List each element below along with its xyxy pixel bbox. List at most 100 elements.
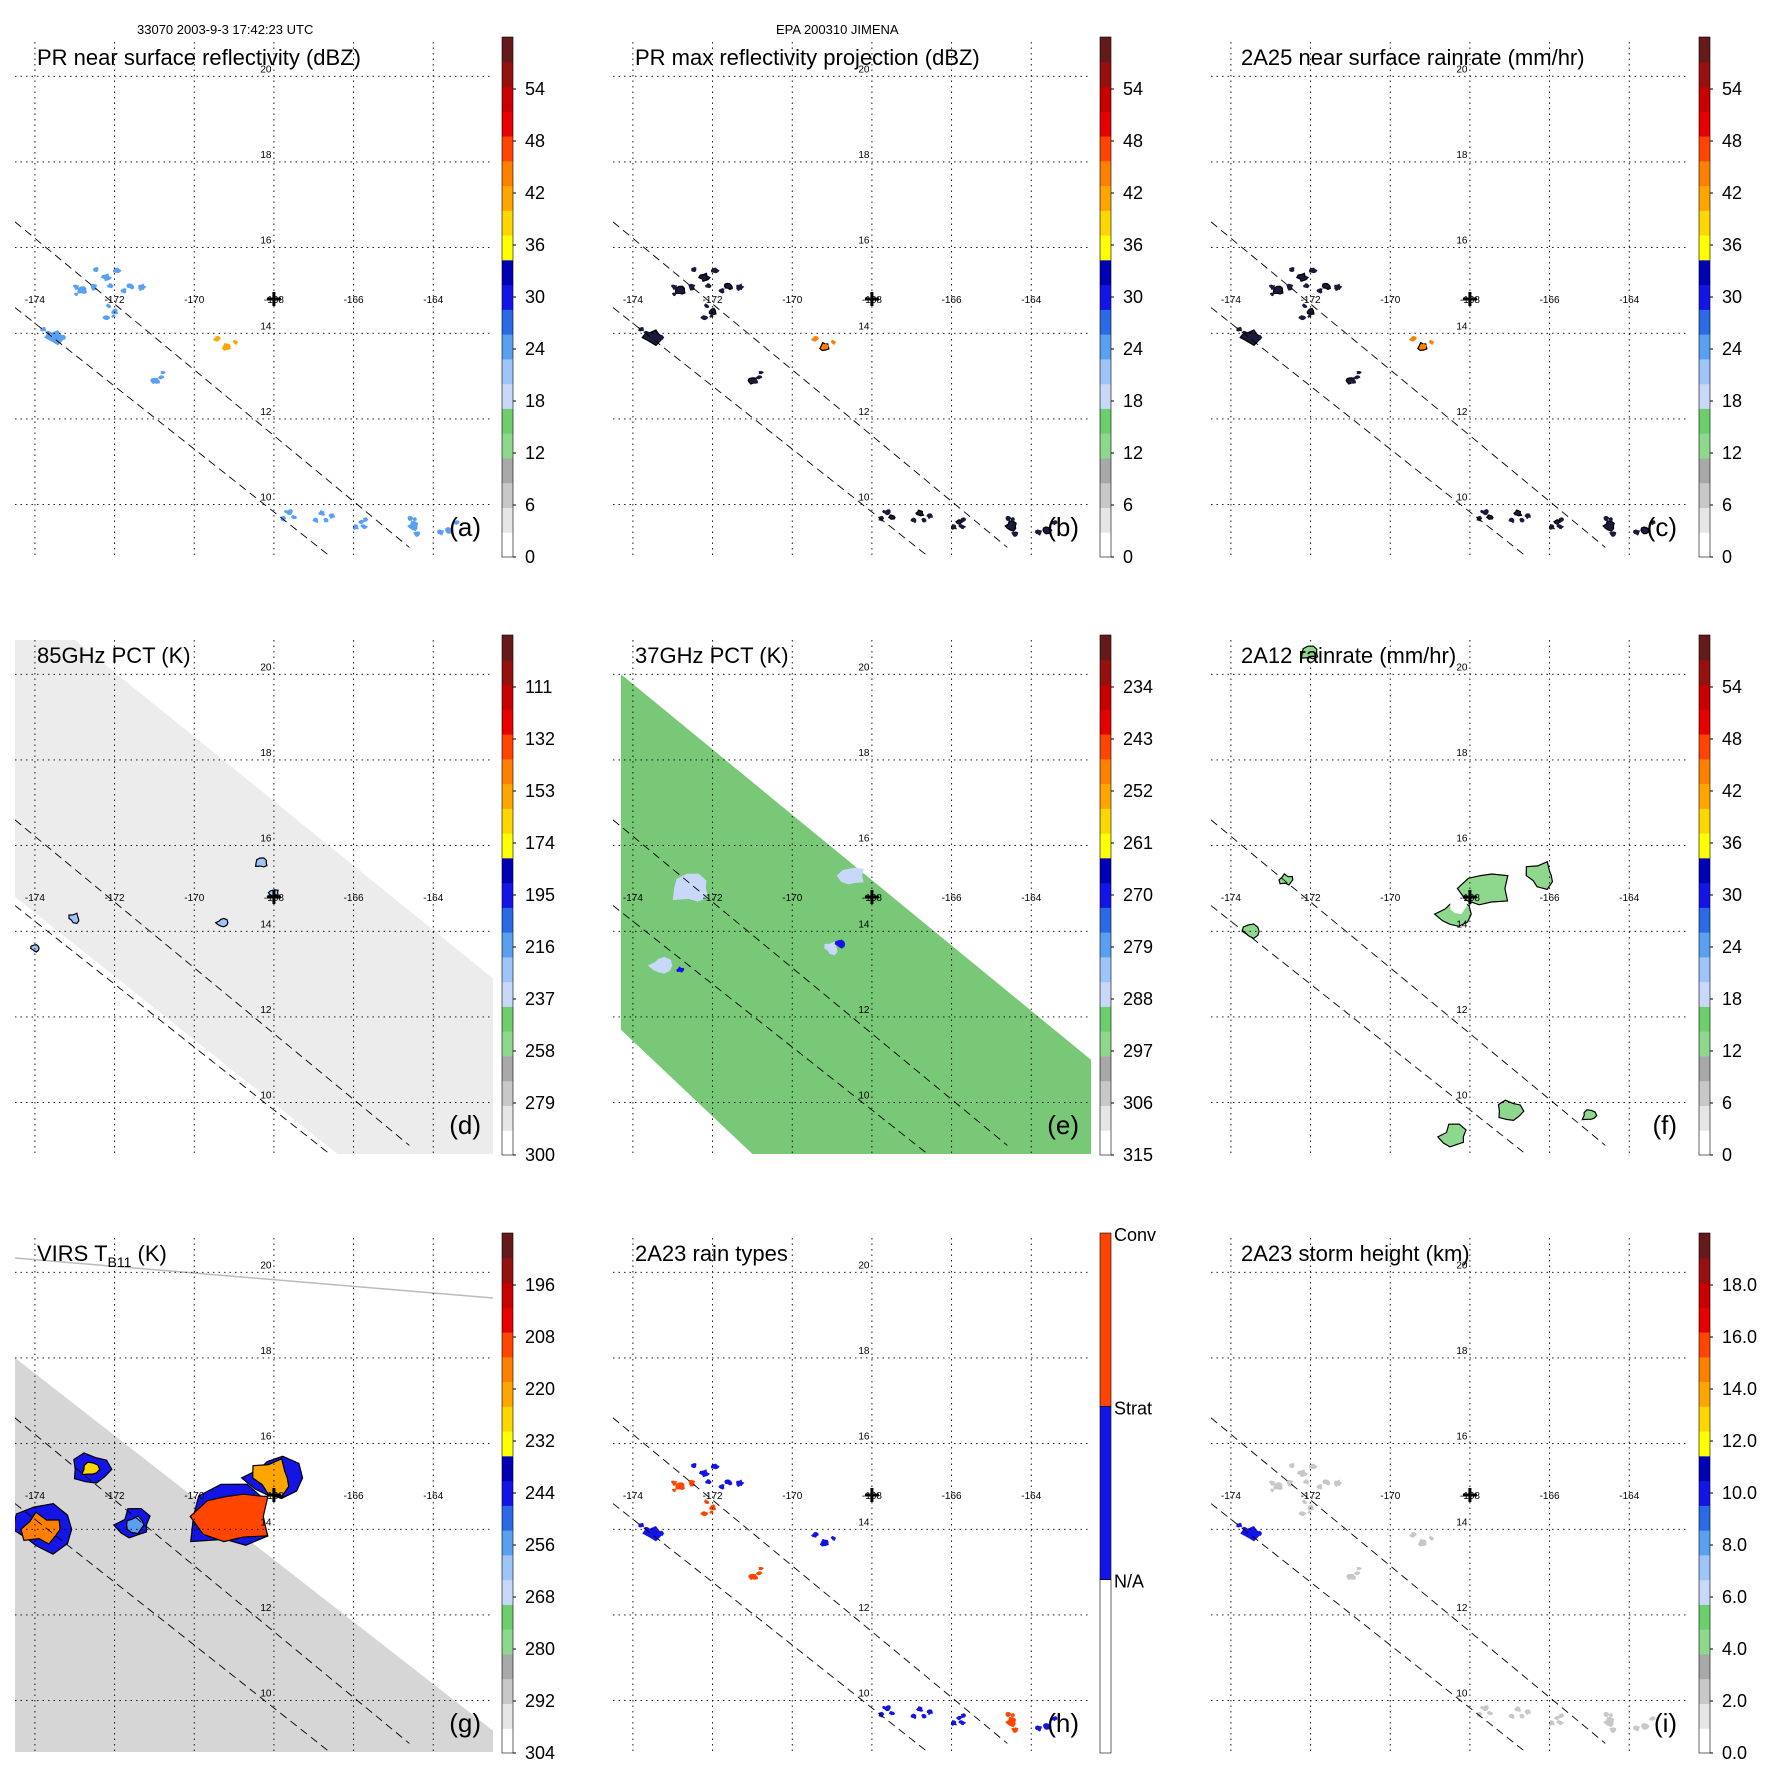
colorbar-tick-label: 54 — [1123, 79, 1143, 99]
pr-swath-edge — [15, 905, 330, 1154]
colorbar-segment — [1100, 808, 1111, 834]
data-cell — [318, 510, 326, 516]
data-cell — [1043, 1723, 1052, 1730]
colorbar-segment — [1699, 383, 1710, 409]
data-speck — [106, 283, 114, 289]
colorbar-tick-label: 0 — [1722, 547, 1732, 567]
data-cell — [955, 519, 964, 525]
colorbar-tick-label: 48 — [1123, 131, 1143, 151]
colorbar-segment — [1699, 532, 1710, 558]
colorbar-tick-label: 6 — [525, 495, 535, 515]
lat-tick-label: 18 — [858, 150, 870, 161]
data-cell — [698, 1469, 710, 1478]
colorbar-tick-label: 0 — [525, 547, 535, 567]
colorbar-segment — [1699, 1455, 1710, 1482]
lat-tick-label: 20 — [260, 662, 272, 673]
data-speck — [830, 339, 836, 345]
data-speck — [1334, 283, 1343, 291]
panel-label: (e) — [1047, 1110, 1079, 1140]
colorbar-conv — [1099, 1232, 1112, 1407]
lon-tick-label: -164 — [1619, 295, 1639, 306]
data-cell — [1553, 519, 1562, 525]
data-speck — [1428, 1535, 1434, 1541]
data-cell — [358, 519, 365, 525]
colorbar-segment — [502, 1356, 513, 1383]
data-cell — [126, 283, 135, 290]
colorbar-segment — [1699, 235, 1710, 261]
colorbar-segment — [1699, 334, 1710, 360]
colorbar-segment — [1699, 659, 1710, 686]
data-speck — [74, 292, 78, 297]
data-speck — [157, 375, 165, 380]
lat-tick-label: 20 — [858, 64, 870, 75]
colorbar-segment — [502, 61, 513, 88]
data-speck — [755, 1571, 763, 1576]
data-speck — [921, 1713, 927, 1719]
colorbar-segment — [1100, 1031, 1111, 1057]
colorbar-segment — [502, 882, 513, 908]
pr-swath-edge — [15, 221, 410, 548]
colorbar-segment — [1699, 1233, 1710, 1259]
lat-tick-label: 16 — [1456, 1432, 1468, 1443]
lat-tick-label: 18 — [260, 748, 272, 759]
lon-tick-label: -174 — [25, 1491, 45, 1502]
colorbar-segment — [1100, 981, 1111, 1007]
lon-tick-label: -172 — [105, 893, 125, 904]
colorbar-segment — [502, 659, 513, 686]
colorbar-tick-label: 24 — [1123, 339, 1143, 359]
data-speck — [1556, 1720, 1565, 1726]
colorbar-segment — [502, 684, 513, 710]
colorbar-tick-label: 288 — [1123, 989, 1153, 1009]
rain-area — [1278, 873, 1294, 886]
colorbar-tick-label: 0.0 — [1722, 1743, 1747, 1763]
colorbar-segment — [502, 783, 513, 809]
data-speck — [1316, 1484, 1323, 1490]
data-cell — [407, 520, 419, 532]
storm-center-marker — [266, 1488, 281, 1502]
colorbar-segment — [1100, 358, 1111, 385]
data-cell — [111, 308, 118, 315]
lat-tick-label: 10 — [1456, 493, 1468, 504]
data-speck — [360, 524, 369, 530]
colorbar-segment — [1699, 1431, 1710, 1457]
colorbar-tick-label: 297 — [1123, 1041, 1153, 1061]
data-speck — [691, 266, 697, 273]
virs-cold-core — [189, 1493, 269, 1543]
lat-tick-label: 14 — [1456, 1517, 1468, 1528]
data-speck — [225, 343, 231, 349]
panel-data — [1211, 42, 1689, 556]
colorbar-segment — [1699, 684, 1710, 710]
data-speck — [755, 375, 763, 380]
data-speck — [882, 509, 887, 514]
colorbar-segment — [1699, 1728, 1710, 1754]
lat-tick-label: 10 — [858, 1091, 870, 1102]
pr-swath-edge — [613, 221, 1008, 548]
data-cell — [1513, 509, 1523, 517]
colorbar-segment — [1699, 259, 1710, 286]
colorbar-segment — [1699, 1406, 1710, 1432]
data-speck — [1353, 1571, 1361, 1576]
colorbar-segment — [502, 1604, 513, 1630]
lat-tick-label: 10 — [1456, 1091, 1468, 1102]
colorbar-segment — [1699, 1332, 1710, 1358]
data-cell — [77, 286, 87, 294]
colorbar-segment — [1100, 507, 1111, 533]
storm-center-marker — [864, 1488, 879, 1502]
colorbar-tick-label: 18 — [1722, 391, 1742, 411]
data-speck — [1236, 326, 1243, 332]
lon-tick-label: -170 — [184, 295, 204, 306]
data-speck — [1480, 509, 1485, 514]
data-speck — [1421, 1539, 1427, 1545]
lat-tick-label: 14 — [1456, 321, 1468, 332]
colorbar-tick-label: 315 — [1123, 1145, 1153, 1165]
panel-label: (i) — [1654, 1708, 1677, 1738]
data-speck — [752, 1575, 758, 1580]
colorbar-tick-label: 14.0 — [1722, 1379, 1757, 1399]
data-speck — [671, 284, 678, 290]
colorbar-tick-label: 153 — [525, 781, 555, 801]
colorbar-tick-label: 243 — [1123, 729, 1153, 749]
data-speck — [752, 379, 758, 384]
data-speck — [93, 266, 99, 273]
colorbar-segment — [502, 86, 513, 112]
